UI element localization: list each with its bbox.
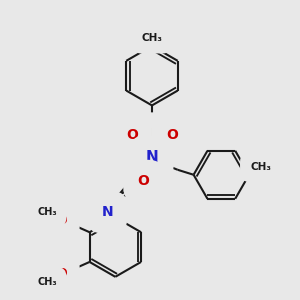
Text: N: N [146,150,158,165]
Text: CH₃: CH₃ [250,162,272,172]
Text: CH₃: CH₃ [142,33,163,43]
Text: CH₃: CH₃ [37,277,57,287]
Text: H: H [93,204,102,217]
Text: O: O [166,128,178,142]
Text: N: N [102,206,113,219]
Text: O: O [56,214,67,227]
Text: O: O [56,267,67,280]
Text: S: S [146,128,158,142]
Text: CH₃: CH₃ [37,207,57,218]
Text: O: O [137,174,149,188]
Text: O: O [126,128,138,142]
